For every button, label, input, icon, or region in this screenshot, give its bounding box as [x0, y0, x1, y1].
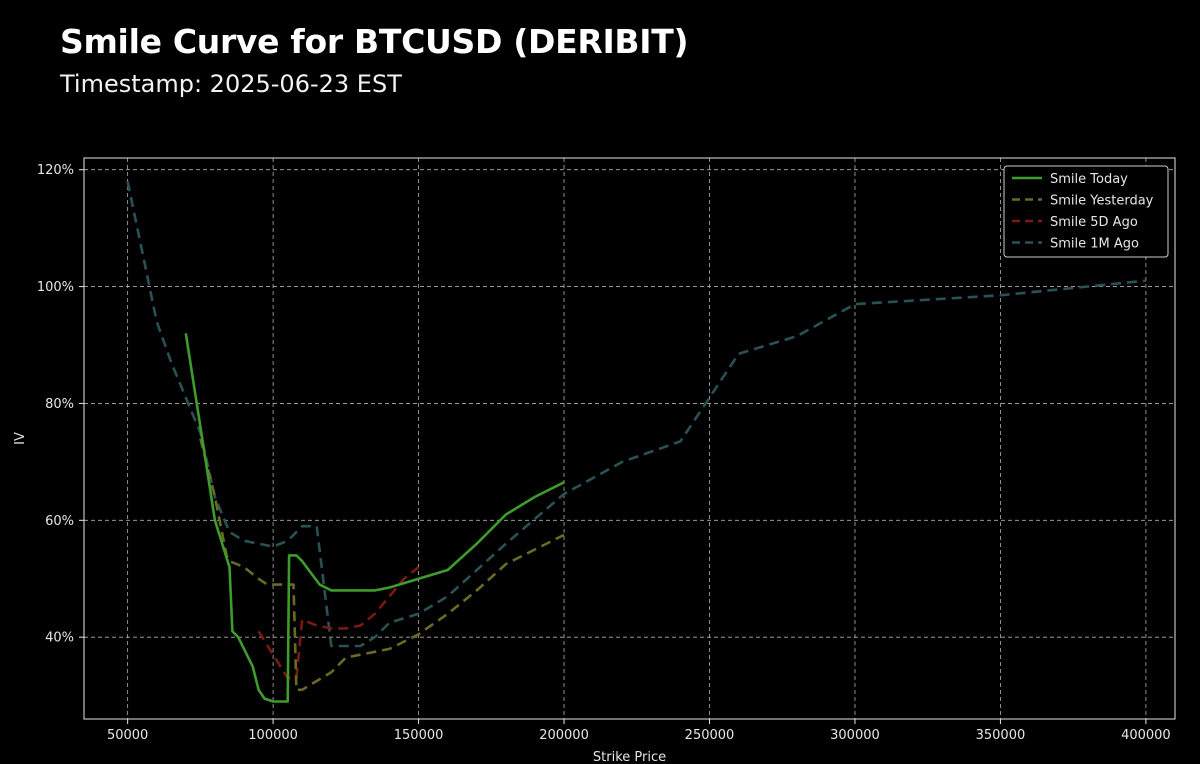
chart-title: Smile Curve for BTCUSD (DERIBIT) [60, 22, 689, 61]
y-tick-label: 100% [37, 280, 74, 295]
y-tick-label: 120% [37, 163, 74, 178]
x-tick-label: 50000 [107, 728, 148, 743]
legend: Smile Today Smile Yesterday Smile 5D Ago Sm… [1003, 165, 1169, 258]
y-axis-label: IV [13, 432, 28, 445]
legend-entry-label: Smile 5D Ago [1050, 215, 1138, 230]
x-tick-label: 300000 [830, 728, 880, 743]
legend-entry-label: Smile 1M Ago [1050, 237, 1139, 252]
x-tick-label: 200000 [539, 728, 589, 743]
x-ticks: 50000 100000 150000 200000 250000 300000 35000… [107, 719, 1171, 743]
y-tick-label: 80% [45, 397, 74, 412]
series-line-0 [184, 333, 565, 703]
series-lines [126, 181, 1147, 703]
x-tick-label: 100000 [248, 728, 298, 743]
y-tick-label: 60% [45, 514, 74, 529]
legend-entry-label: Smile Yesterday [1050, 194, 1154, 209]
legend-entry-label: Smile Today [1050, 172, 1128, 187]
series-line-3 [126, 181, 1147, 648]
x-axis-label: Strike Price [593, 750, 666, 764]
y-tick-label: 40% [45, 631, 74, 646]
plot-frame [83, 157, 1176, 720]
x-tick-label: 150000 [394, 728, 444, 743]
x-tick-label: 250000 [685, 728, 735, 743]
legend-box [1003, 165, 1169, 258]
y-ticks: 40% 60% 80% 100% 120% [37, 163, 84, 646]
chart-subtitle: Timestamp: 2025-06-23 EST [60, 70, 402, 98]
x-tick-label: 350000 [976, 728, 1026, 743]
series-line-1 [199, 438, 565, 692]
x-tick-label: 400000 [1121, 728, 1171, 743]
series-line-2 [257, 566, 420, 680]
